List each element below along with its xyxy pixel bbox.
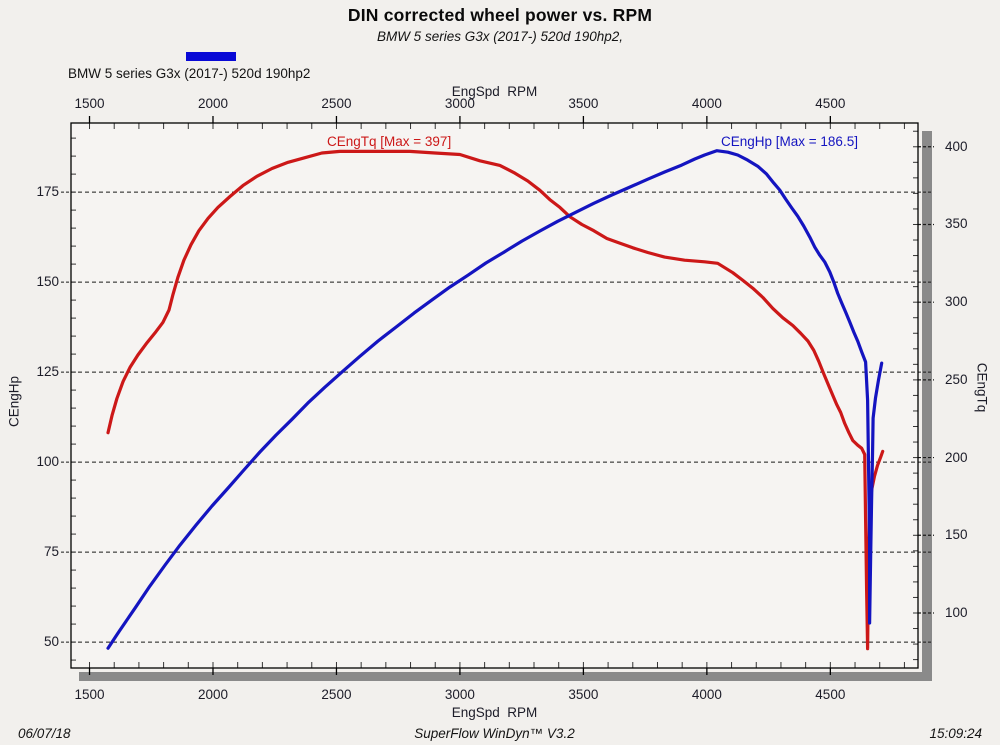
footer-time: 15:09:24: [929, 726, 982, 741]
y-left-tick-label: 150: [36, 274, 59, 290]
legend-run-label: BMW 5 series G3x (2017-) 520d 190hp2: [68, 66, 311, 81]
x-tick-label-bottom: 4000: [691, 687, 722, 702]
x-tick-label-bottom: 2000: [197, 687, 228, 702]
legend-color-swatch: [186, 52, 236, 61]
y-left-tick-label: 75: [43, 544, 59, 560]
x-axis-title-top: EngSpd RPM: [451, 84, 538, 99]
x-tick-label-top: 4000: [691, 96, 722, 111]
y-right-tick-label: 200: [945, 449, 968, 465]
y-right-axis-title: CEngTq: [974, 362, 990, 413]
power-curve-annotation: CEngHp [Max = 186.5]: [721, 134, 858, 149]
y-right-tick-label: 100: [945, 604, 968, 620]
x-tick-label-bottom: 3500: [568, 687, 599, 702]
y-right-tick-label: 250: [945, 371, 968, 387]
x-tick-label-top: 3000: [444, 96, 475, 111]
footer-date: 06/07/18: [18, 726, 71, 741]
chart-subtitle: BMW 5 series G3x (2017-) 520d 190hp2,: [376, 29, 624, 44]
y-left-tick-label: 100: [36, 454, 59, 470]
torque-curve-annotation: CEngTq [Max = 397]: [327, 134, 452, 149]
y-right-tick-label: 400: [945, 138, 968, 154]
y-left-tick-label: 125: [36, 364, 59, 380]
y-right-tick-label: 350: [945, 216, 968, 232]
y-right-tick-label: 300: [945, 294, 968, 310]
x-tick-label-bottom: 4500: [815, 687, 846, 702]
footer-app-name: SuperFlow WinDyn™ V3.2: [414, 726, 575, 741]
x-tick-label-bottom: 1500: [74, 687, 105, 702]
y-right-tick-label: 150: [945, 527, 968, 543]
x-tick-label-top: 4500: [815, 96, 846, 111]
x-tick-label-top: 2000: [197, 96, 228, 111]
chart-title: DIN corrected wheel power vs. RPM: [347, 5, 653, 25]
x-tick-label-bottom: 3000: [444, 687, 475, 702]
y-left-tick-label: 50: [43, 634, 59, 650]
x-tick-label-bottom: 2500: [321, 687, 352, 702]
x-tick-label-top: 2500: [321, 96, 352, 111]
x-tick-label-top: 1500: [74, 96, 105, 111]
x-axis-title-bottom: EngSpd RPM: [451, 705, 538, 720]
y-left-tick-label: 175: [36, 184, 59, 200]
x-tick-label-top: 3500: [568, 96, 599, 111]
